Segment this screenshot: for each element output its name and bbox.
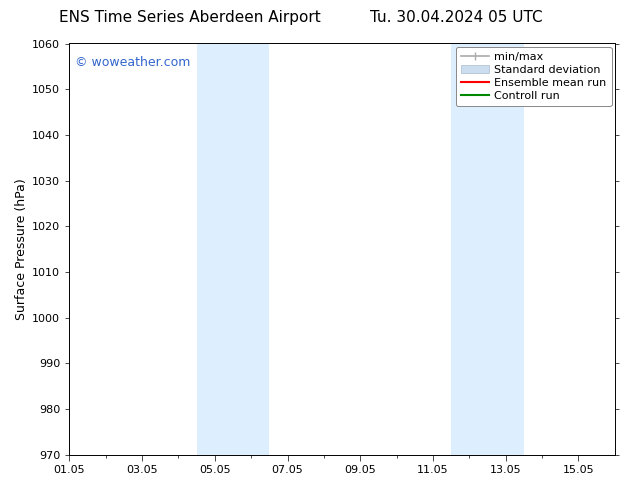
Text: © woweather.com: © woweather.com [75, 56, 190, 69]
Text: ENS Time Series Aberdeen Airport: ENS Time Series Aberdeen Airport [60, 10, 321, 25]
Bar [197, 44, 269, 455]
Text: Tu. 30.04.2024 05 UTC: Tu. 30.04.2024 05 UTC [370, 10, 543, 25]
Y-axis label: Surface Pressure (hPa): Surface Pressure (hPa) [15, 178, 28, 320]
Bar [451, 44, 524, 455]
Legend: min/max, Standard deviation, Ensemble mean run, Controll run: min/max, Standard deviation, Ensemble me… [456, 47, 612, 106]
